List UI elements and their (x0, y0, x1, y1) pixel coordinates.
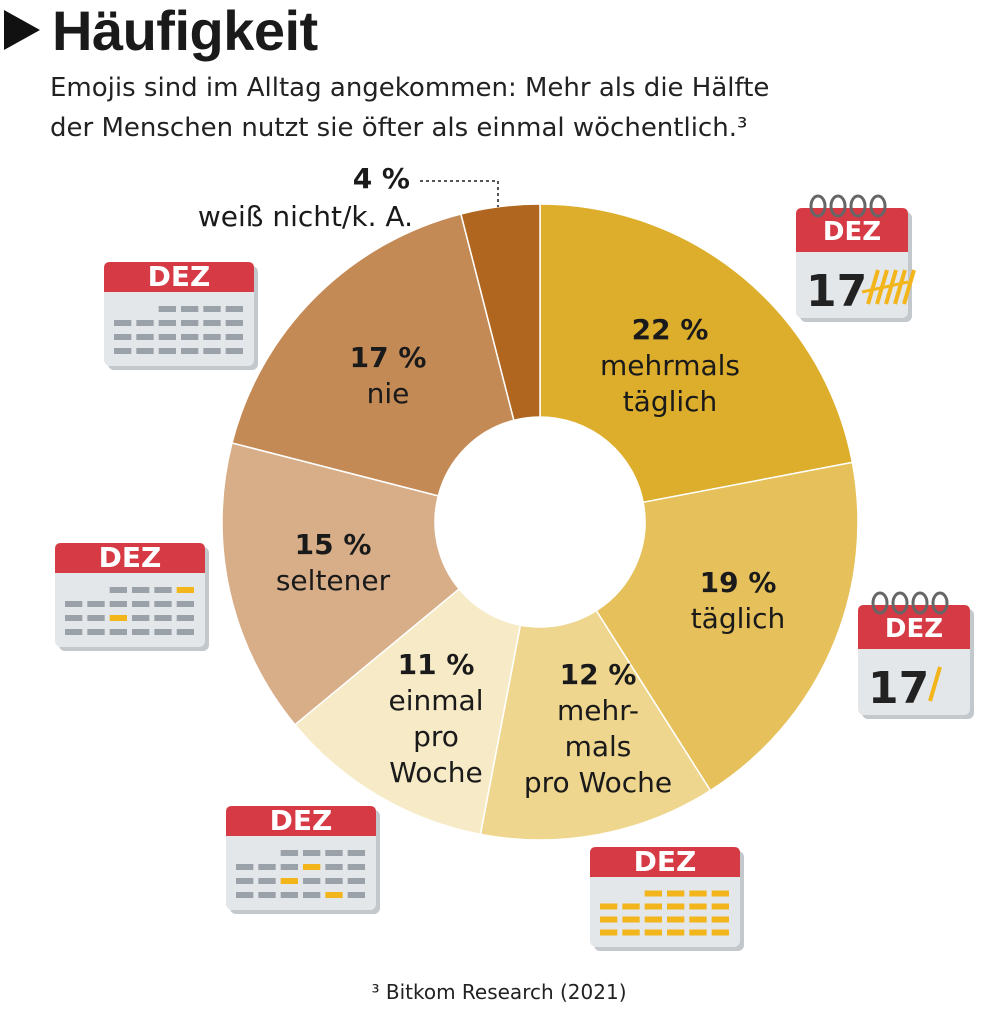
slice-category-label: pro (413, 720, 459, 753)
calendar-month-label: DEZ (99, 541, 162, 574)
slice-category-label: weiß nicht/k. A. (198, 200, 413, 233)
slice-percent-label: 11 % (398, 648, 475, 681)
calendar-slash-icon: DEZ 17 (858, 591, 974, 719)
slice-percent-label: 4 % (353, 162, 410, 195)
slice-percent-label: 17 % (350, 341, 427, 374)
slice-category-label: nie (367, 377, 410, 410)
calendar-blank-icon: DEZ (104, 260, 258, 370)
page-title: Häufigkeit (52, 0, 318, 62)
calendar-weekly-many-icon: DEZ (590, 845, 744, 951)
slice-category-label: einmal (389, 684, 484, 717)
slice-3 (293, 587, 522, 836)
slice-6 (460, 203, 541, 422)
slice-category-label: Woche (389, 756, 483, 789)
slice-category-label: mehr- (557, 694, 639, 727)
calendar-weekly-once-icon: DEZ (226, 804, 380, 914)
slice-2 (479, 609, 712, 841)
slice-category-label: pro Woche (524, 766, 672, 799)
slice-0 (539, 203, 854, 504)
title-row: Häufigkeit (0, 0, 318, 62)
calendar-month-label: DEZ (148, 260, 211, 293)
calendar-month-label: DEZ (885, 614, 943, 644)
slice-1 (595, 461, 859, 792)
subtitle-line-2: der Menschen nutzt sie öfter als einmal … (50, 113, 748, 143)
slice-4 (221, 442, 461, 726)
slice-5 (231, 213, 515, 497)
calendar-tally-icon: DEZ 17 (796, 194, 916, 322)
calendar-month-label: DEZ (823, 217, 881, 247)
slice-category-label: täglich (691, 602, 786, 635)
calendar-month-label: DEZ (634, 845, 697, 878)
subtitle-line-1: Emojis sind im Alltag angekommen: Mehr a… (50, 73, 770, 103)
slice-category-label: mehrmals (600, 349, 740, 382)
title-arrow-icon (4, 10, 40, 50)
slice-percent-label: 15 % (295, 528, 372, 561)
calendar-day-label: 17 (806, 266, 867, 317)
subtitle: Emojis sind im Alltag angekommen: Mehr a… (50, 68, 870, 148)
slice-percent-label: 12 % (560, 658, 637, 691)
leader-line (420, 180, 499, 207)
calendar-day-label: 17 (868, 663, 929, 714)
slice-percent-label: 22 % (632, 313, 709, 346)
calendar-rare-icon: DEZ (55, 541, 209, 651)
slice-percent-label: 19 % (700, 566, 777, 599)
slice-category-label: täglich (623, 385, 718, 418)
slice-category-label: seltener (276, 564, 391, 597)
slice-category-label: mals (565, 730, 632, 763)
calendar-month-label: DEZ (270, 804, 333, 837)
footnote: ³ Bitkom Research (2021) (371, 980, 627, 1004)
